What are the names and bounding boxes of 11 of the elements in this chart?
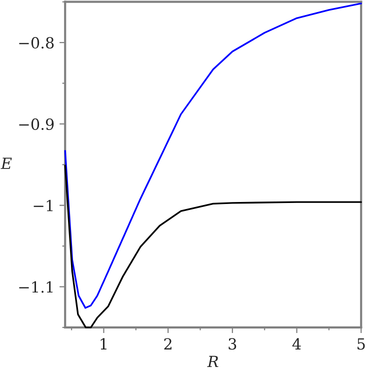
y-tick-label: −1.1: [19, 281, 53, 293]
y-axis-title: E: [0, 158, 12, 169]
x-tick-label: 1: [100, 338, 106, 350]
x-tick-label: 5: [358, 338, 365, 350]
x-tick-label: 3: [228, 338, 236, 350]
y-tick-label: −1: [34, 200, 53, 212]
y-tick-label: −0.9: [19, 118, 54, 130]
x-axis-title: R: [207, 356, 218, 368]
x-tick-label: 2: [164, 338, 172, 350]
x-tick-label: 4: [292, 338, 301, 350]
y-tick-label: −0.8: [19, 37, 54, 49]
